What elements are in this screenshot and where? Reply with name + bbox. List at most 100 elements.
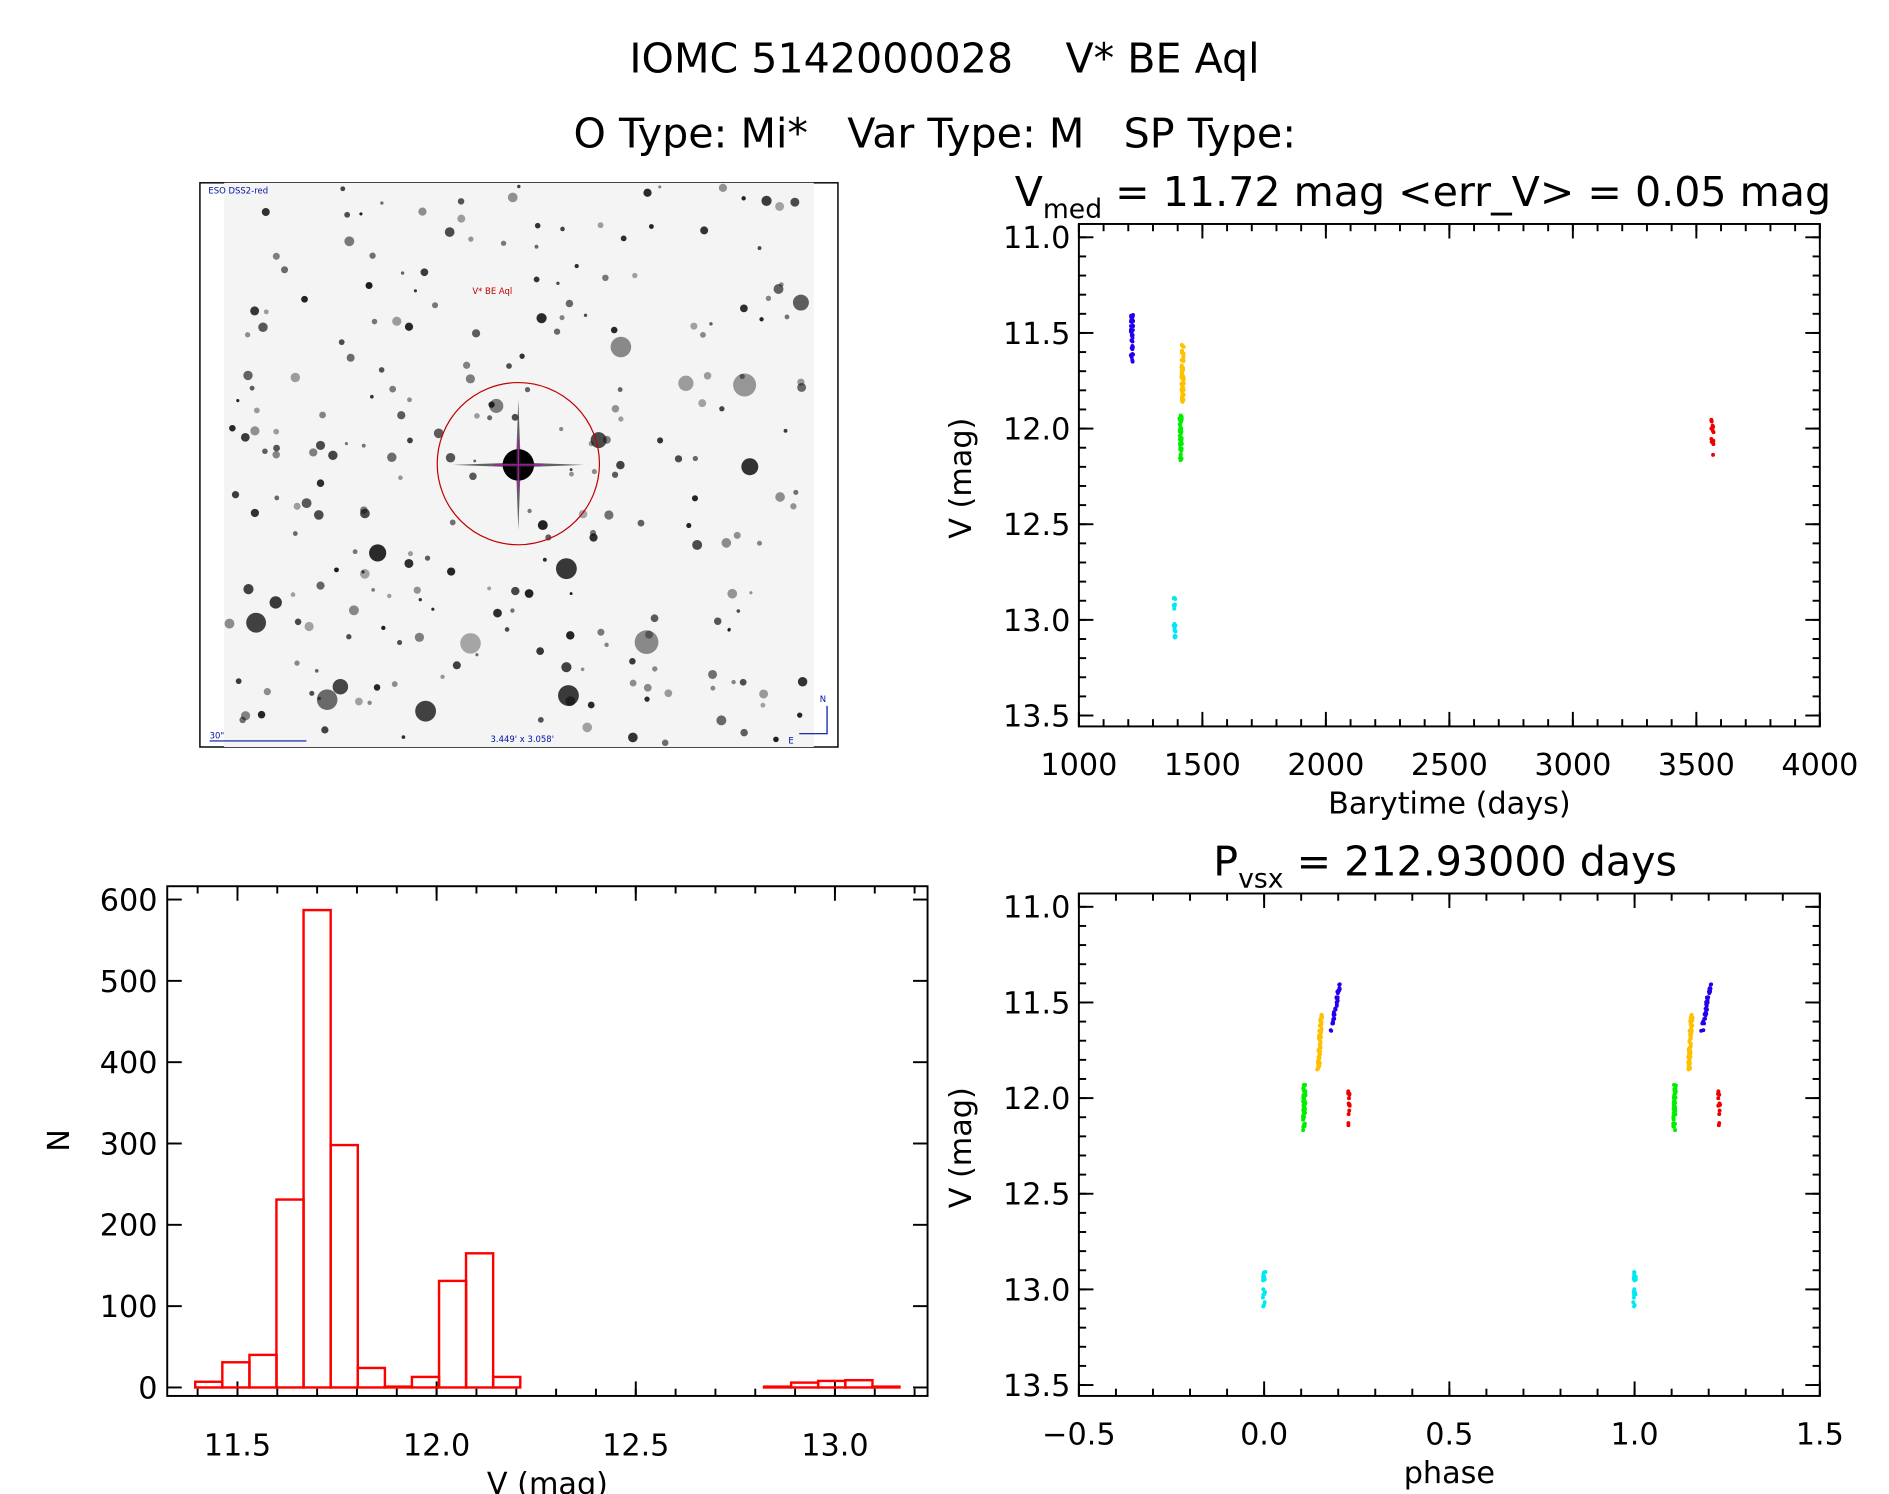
data-point-group-blue — [1706, 995, 1711, 1000]
star — [413, 289, 417, 293]
star — [618, 416, 624, 422]
star — [757, 246, 762, 251]
data-point-group-green — [1673, 1128, 1678, 1133]
data-point-group-green — [1179, 426, 1183, 431]
star — [269, 596, 282, 609]
star — [301, 295, 308, 303]
histogram-bar — [817, 1379, 847, 1389]
data-point-group-blue — [1130, 317, 1135, 322]
star — [418, 207, 427, 216]
data-point-group-orange — [1687, 1039, 1692, 1044]
star — [708, 669, 718, 679]
star — [253, 407, 260, 414]
data-point-group-green — [1672, 1082, 1676, 1087]
data-point-group-green — [1178, 445, 1183, 450]
data-point-group-green — [1178, 452, 1183, 457]
star — [713, 617, 722, 625]
star — [784, 314, 790, 320]
star — [401, 735, 406, 739]
data-point-group-red — [1716, 1091, 1721, 1096]
data-point-group-orange — [1686, 1067, 1691, 1071]
data-point-group-green — [1301, 1117, 1305, 1122]
star — [700, 331, 706, 338]
star — [369, 544, 387, 562]
star — [504, 627, 510, 632]
data-point-group-orange — [1688, 1048, 1692, 1053]
star — [560, 226, 565, 232]
star — [678, 375, 694, 391]
data-point-group-green — [1671, 1099, 1676, 1104]
star — [534, 222, 541, 229]
star — [534, 244, 539, 249]
star — [249, 385, 255, 391]
star — [369, 252, 376, 259]
star — [727, 588, 738, 599]
data-point-group-orange — [1689, 1020, 1694, 1025]
east-label: E — [788, 735, 793, 745]
star — [292, 531, 298, 536]
star — [559, 427, 564, 432]
survey-label: ESO DSS2-red — [208, 186, 268, 196]
star — [648, 224, 654, 229]
star — [565, 696, 576, 707]
data-point-group-orange — [1179, 342, 1184, 347]
star — [756, 540, 763, 546]
star — [500, 240, 507, 246]
data-point-group-red — [1709, 436, 1714, 441]
histogram-bar — [844, 1378, 874, 1389]
star — [733, 531, 741, 539]
star — [775, 201, 785, 211]
star — [387, 593, 392, 599]
star — [556, 281, 560, 285]
x-tick-label: −0.5 — [1042, 1417, 1115, 1452]
data-point-group-orange — [1689, 1023, 1694, 1028]
star — [519, 353, 525, 359]
data-point-group-green — [1672, 1110, 1677, 1115]
data-point-group-orange — [1688, 1016, 1693, 1020]
star — [407, 397, 412, 403]
star — [629, 658, 636, 665]
star — [468, 236, 474, 242]
star — [309, 690, 315, 696]
star — [542, 557, 547, 562]
star — [294, 618, 302, 626]
star — [460, 633, 481, 654]
star — [290, 592, 296, 597]
data-point-group-orange — [1179, 381, 1184, 386]
data-point-group-orange — [1180, 395, 1184, 400]
star — [674, 455, 683, 463]
star — [583, 313, 588, 317]
data-point-group-green — [1177, 429, 1182, 434]
star — [664, 689, 673, 698]
star — [316, 689, 338, 710]
star — [355, 697, 363, 706]
data-point-group-red — [1717, 1108, 1722, 1113]
star — [652, 666, 658, 672]
data-point-group-cyan — [1632, 1304, 1636, 1309]
y-tick-label: 13.5 — [1003, 1369, 1070, 1404]
star — [632, 272, 638, 279]
star — [344, 236, 355, 247]
star — [263, 309, 269, 315]
data-point-group-orange — [1319, 1020, 1323, 1025]
star — [759, 317, 764, 322]
star — [610, 326, 618, 334]
star — [591, 469, 597, 475]
data-point-group-blue — [1130, 336, 1135, 340]
data-point-group-red — [1346, 1123, 1351, 1128]
data-point-group-blue — [1700, 1021, 1705, 1026]
data-point-group-green — [1179, 419, 1183, 424]
data-point-group-orange — [1687, 1058, 1692, 1063]
star — [338, 339, 345, 346]
star — [700, 226, 709, 235]
histogram-bar — [221, 1361, 251, 1389]
star — [293, 502, 301, 510]
data-point-group-blue — [1337, 982, 1342, 987]
data-point-group-cyan — [1173, 635, 1177, 640]
data-point-group-red — [1716, 1123, 1721, 1128]
histogram-bar — [762, 1385, 793, 1389]
star — [367, 700, 372, 705]
data-point-group-orange — [1181, 398, 1185, 403]
star — [398, 475, 403, 481]
star — [587, 701, 595, 709]
